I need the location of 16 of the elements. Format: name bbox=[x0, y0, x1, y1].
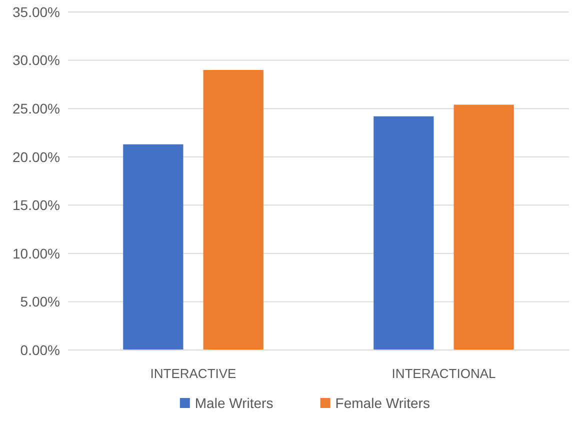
y-tick-label: 35.00% bbox=[12, 4, 60, 20]
x-tick-label: INTERACTIVE bbox=[150, 366, 237, 381]
y-tick-label: 0.00% bbox=[20, 342, 60, 358]
bar bbox=[454, 104, 514, 350]
bar bbox=[123, 144, 184, 350]
y-tick-label: 30.00% bbox=[12, 52, 60, 68]
bar bbox=[203, 70, 264, 350]
x-tick-label: INTERACTIONAL bbox=[392, 366, 496, 381]
y-tick-label: 20.00% bbox=[12, 148, 60, 165]
y-tick-label: 10.00% bbox=[12, 245, 60, 262]
bar bbox=[374, 116, 434, 350]
y-tick-label: 25.00% bbox=[12, 100, 60, 116]
legend-label: Female Writers bbox=[335, 395, 430, 411]
y-tick-label: 15.00% bbox=[12, 197, 60, 214]
legend-label: Male Writers bbox=[194, 395, 274, 411]
y-tick-label: 5.00% bbox=[20, 294, 60, 310]
